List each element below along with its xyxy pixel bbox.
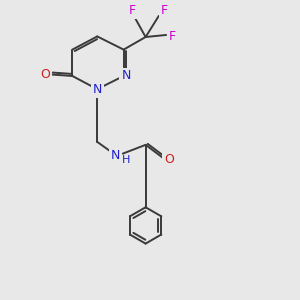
Text: H: H [122,155,130,165]
Text: O: O [40,68,50,81]
Text: N: N [93,83,102,96]
Text: N: N [121,70,131,83]
Text: F: F [169,30,176,43]
Text: F: F [129,4,136,17]
Text: F: F [160,4,168,17]
Text: O: O [164,153,174,166]
Text: N: N [111,148,120,162]
